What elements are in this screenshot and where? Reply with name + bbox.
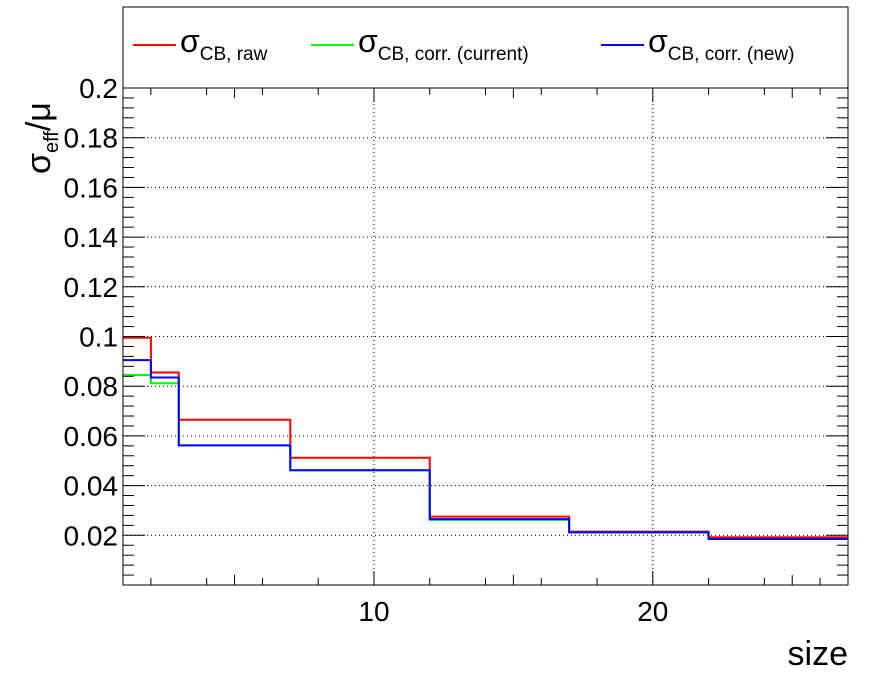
legend-entry-0: σCB, raw: [133, 23, 268, 65]
y-tick-label-4: 0.1: [79, 322, 118, 353]
legend-box: [122, 6, 849, 89]
y-tick-label-5: 0.12: [64, 272, 119, 303]
y-axis-title-slash: /: [20, 121, 58, 131]
tick-labels: 10 20 0.02 0.04 0.06 0.08 0.1 0.12 0.14 0.16 0.18 0…: [64, 73, 669, 627]
legend-entry-2: σCB, corr. (new): [601, 23, 794, 65]
legend-label-2: σCB, corr. (new): [648, 23, 794, 65]
legend-subscript-2: CB, corr. (new): [668, 44, 795, 65]
y-tick-label-0: 0.02: [64, 520, 119, 551]
legend: σCB, raw σCB, corr. (current) σCB, corr.…: [122, 6, 849, 89]
y-tick-label-1: 0.04: [64, 471, 119, 502]
y-tick-label-9: 0.2: [79, 73, 118, 104]
y-tick-label-3: 0.08: [64, 371, 119, 402]
y-axis-title-den: μ: [20, 102, 58, 122]
legend-subscript-1: CB, corr. (current): [378, 44, 529, 65]
y-tick-label-8: 0.18: [64, 123, 119, 154]
legend-symbol-2: σ: [648, 23, 668, 59]
x-axis-title: size: [788, 635, 848, 673]
legend-label-0: σCB, raw: [180, 23, 268, 65]
series-line-2: [123, 359, 848, 541]
y-tick-label-6: 0.14: [64, 222, 119, 253]
y-tick-label-2: 0.06: [64, 421, 119, 452]
y-axis-title-sub: eff: [41, 131, 63, 153]
grid: [123, 87, 848, 585]
legend-subscript-0: CB, raw: [200, 44, 268, 65]
legend-label-1: σCB, corr. (current): [358, 23, 529, 65]
legend-symbol-1: σ: [358, 23, 378, 59]
x-tick-label-1: 20: [637, 596, 668, 627]
y-tick-label-7: 0.16: [64, 172, 119, 203]
y-axis-title-main: σ: [20, 153, 58, 174]
x-tick-label-0: 10: [358, 596, 389, 627]
series-group: [123, 336, 848, 541]
series-line-0: [123, 336, 848, 539]
legend-symbol-0: σ: [180, 23, 200, 59]
legend-entry-1: σCB, corr. (current): [311, 23, 529, 65]
y-axis-title: σeff/μ: [20, 102, 63, 174]
tick-marks: [123, 87, 848, 585]
series-line-1: [123, 374, 848, 541]
